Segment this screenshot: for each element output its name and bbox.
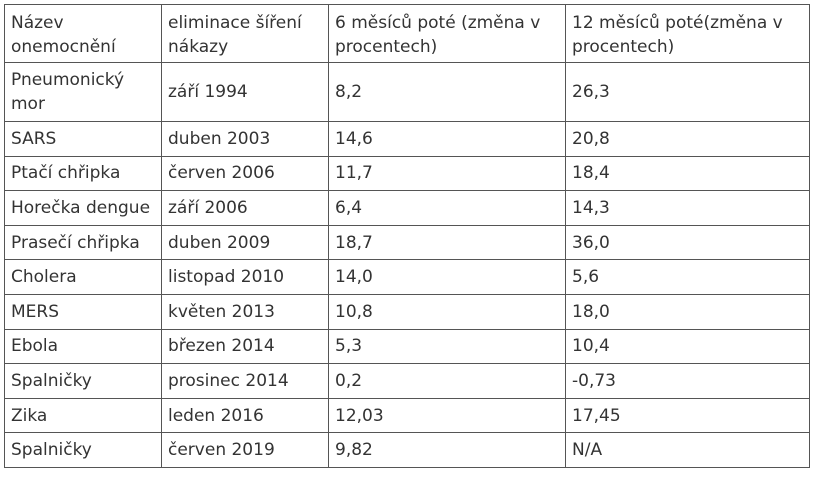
table-row: Ebola březen 2014 5,3 10,4: [4, 328, 810, 365]
cell-disease: Prasečí chřipka: [4, 224, 162, 261]
table-row: Horečka dengue září 2006 6,4 14,3: [4, 190, 810, 226]
cell-disease: Horečka dengue: [4, 190, 162, 226]
table-row: Cholera listopad 2010 14,0 5,6: [4, 259, 810, 295]
header-disease-name: Název onemocnění: [4, 4, 162, 63]
cell-6-months: 14,6: [328, 121, 566, 157]
table-row: MERS květen 2013 10,8 18,0: [4, 293, 810, 330]
table-row: Zika leden 2016 12,03 17,45: [4, 397, 810, 434]
table-row: Ptačí chřipka červen 2006 11,7 18,4: [4, 155, 810, 192]
cell-6-months: 5,3: [328, 328, 566, 365]
cell-disease: Spalničky: [4, 432, 162, 468]
cell-12-months: 14,3: [565, 190, 810, 226]
table-row: Spalničky prosinec 2014 0,2 -0,73: [4, 363, 810, 399]
cell-disease: Cholera: [4, 259, 162, 295]
cell-12-months: 18,0: [565, 293, 810, 330]
cell-6-months: 8,2: [328, 62, 566, 122]
cell-disease: Pneumonický mor: [4, 62, 162, 122]
cell-elimination: červen 2019: [161, 432, 329, 468]
table-header-row: Název onemocnění eliminace šíření nákazy…: [4, 4, 810, 63]
cell-12-months: 10,4: [565, 328, 810, 365]
table-row: Prasečí chřipka duben 2009 18,7 36,0: [4, 224, 810, 261]
cell-disease: Spalničky: [4, 363, 162, 399]
cell-6-months: 12,03: [328, 397, 566, 434]
cell-elimination: leden 2016: [161, 397, 329, 434]
cell-12-months: 17,45: [565, 397, 810, 434]
cell-6-months: 11,7: [328, 155, 566, 192]
cell-6-months: 0,2: [328, 363, 566, 399]
cell-elimination: září 2006: [161, 190, 329, 226]
cell-6-months: 9,82: [328, 432, 566, 468]
cell-disease: Ptačí chřipka: [4, 155, 162, 192]
disease-table: Název onemocnění eliminace šíření nákazy…: [4, 4, 810, 468]
cell-elimination: duben 2003: [161, 121, 329, 157]
table-row: Spalničky červen 2019 9,82 N/A: [4, 432, 810, 468]
cell-elimination: listopad 2010: [161, 259, 329, 295]
cell-6-months: 6,4: [328, 190, 566, 226]
cell-6-months: 10,8: [328, 293, 566, 330]
cell-6-months: 14,0: [328, 259, 566, 295]
cell-6-months: 18,7: [328, 224, 566, 261]
cell-disease: Zika: [4, 397, 162, 434]
cell-12-months: 18,4: [565, 155, 810, 192]
cell-elimination: březen 2014: [161, 328, 329, 365]
cell-12-months: 36,0: [565, 224, 810, 261]
cell-elimination: červen 2006: [161, 155, 329, 192]
header-12-months: 12 měsíců poté(změna v procentech): [565, 4, 810, 63]
cell-12-months: N/A: [565, 432, 810, 468]
cell-disease: MERS: [4, 293, 162, 330]
cell-12-months: 5,6: [565, 259, 810, 295]
cell-elimination: květen 2013: [161, 293, 329, 330]
header-6-months: 6 měsíců poté (změna v procentech): [328, 4, 566, 63]
cell-elimination: září 1994: [161, 62, 329, 122]
header-elimination: eliminace šíření nákazy: [161, 4, 329, 63]
table-row: SARS duben 2003 14,6 20,8: [4, 121, 810, 157]
cell-disease: SARS: [4, 121, 162, 157]
cell-elimination: duben 2009: [161, 224, 329, 261]
cell-12-months: 26,3: [565, 62, 810, 122]
table-row: Pneumonický mor září 1994 8,2 26,3: [4, 62, 810, 122]
cell-12-months: 20,8: [565, 121, 810, 157]
cell-elimination: prosinec 2014: [161, 363, 329, 399]
cell-disease: Ebola: [4, 328, 162, 365]
cell-12-months: -0,73: [565, 363, 810, 399]
